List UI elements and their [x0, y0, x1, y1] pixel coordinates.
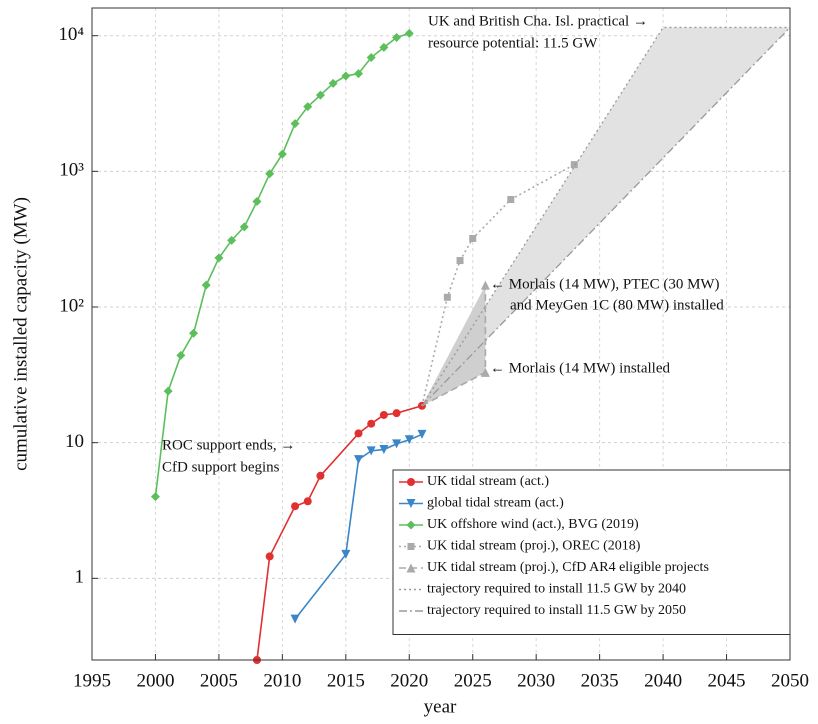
annotation: ← Morlais (14 MW) installed [490, 360, 670, 376]
annotation: and MeyGen 1C (80 MW) installed [510, 297, 724, 313]
x-tick-label: 2000 [136, 670, 174, 691]
data-point [291, 502, 300, 511]
data-point [367, 419, 376, 428]
data-point [392, 439, 402, 449]
legend-label: UK tidal stream (proj.), OREC (2018) [427, 539, 641, 554]
x-tick-label: 2005 [200, 670, 238, 691]
legend-marker [406, 563, 416, 573]
data-point [163, 386, 173, 396]
data-point [316, 471, 325, 480]
data-point [315, 90, 325, 100]
data-point [392, 32, 402, 42]
data-point [469, 234, 477, 242]
data-point [379, 42, 389, 52]
y-axis-label: cumulative installed capacity (MW) [10, 197, 31, 471]
legend-label: UK tidal stream (act.) [427, 474, 549, 489]
data-point [507, 196, 515, 204]
x-tick-label: 2015 [327, 670, 365, 691]
annotation: ROC support ends, → [162, 437, 295, 453]
legend-marker [406, 499, 416, 508]
y-tick-label: 10² [59, 295, 84, 316]
data-point [366, 53, 376, 63]
data-point [366, 446, 376, 456]
data-point [379, 445, 389, 455]
data-point [150, 492, 160, 502]
y-tick-label: 1 [75, 567, 85, 588]
x-tick-label: 2035 [581, 670, 619, 691]
annotation: ← Morlais (14 MW), PTEC (30 MW) [490, 276, 720, 292]
legend-label: global tidal stream (act.) [427, 496, 564, 511]
data-point [265, 552, 274, 561]
data-point [277, 149, 287, 159]
data-point [227, 235, 237, 245]
data-point [328, 78, 338, 88]
data-point [570, 161, 578, 169]
plot-frame [91, 7, 791, 661]
legend-marker [407, 543, 415, 550]
data-point [341, 549, 351, 559]
legend-label: trajectory required to install 11.5 GW b… [427, 603, 686, 618]
data-point [239, 222, 249, 232]
x-tick-label: 2025 [454, 670, 492, 691]
x-tick-label: 2030 [517, 670, 555, 691]
legend-label: UK offshore wind (act.), BVG (2019) [427, 517, 639, 532]
annotation: CfD support begins [162, 459, 280, 475]
y-tick-label: 10³ [59, 160, 84, 181]
data-point [341, 71, 351, 81]
y-tick-label: 10 [65, 431, 84, 452]
series-line [256, 405, 423, 661]
data-point [456, 257, 464, 265]
data-point [290, 614, 300, 624]
x-tick-label: 2040 [644, 670, 682, 691]
x-tick-label: 2010 [263, 670, 301, 691]
x-tick-label: 1995 [73, 670, 111, 691]
data-point [354, 455, 364, 465]
data-point [201, 280, 211, 290]
x-tick-label: 2020 [390, 670, 428, 691]
data-point [290, 119, 300, 129]
data-point [379, 410, 388, 419]
series-line [421, 27, 791, 407]
x-tick-label: 2050 [771, 670, 809, 691]
data-point [480, 367, 490, 377]
data-point [443, 293, 451, 301]
data-point [354, 69, 364, 79]
legend-marker [407, 478, 415, 486]
data-point [176, 350, 186, 360]
data-point [392, 409, 401, 418]
data-point [404, 28, 414, 38]
data-point [189, 328, 199, 338]
series-line [294, 433, 423, 620]
legend-label: trajectory required to install 11.5 GW b… [427, 582, 686, 597]
data-point [404, 435, 414, 445]
data-point [480, 280, 490, 290]
x-axis-label: year [424, 696, 457, 717]
annotation: UK and British Cha. Isl. practical → [428, 13, 648, 29]
data-point [214, 253, 224, 263]
annotation: resource potential: 11.5 GW [428, 35, 598, 51]
y-tick-label: 10⁴ [58, 24, 84, 45]
legend-marker [406, 520, 416, 530]
cfd-band [421, 285, 486, 406]
legend-label: UK tidal stream (proj.), CfD AR4 eligibl… [427, 560, 709, 575]
x-tick-label: 2045 [708, 670, 746, 691]
data-point [303, 497, 312, 506]
data-point [417, 429, 427, 439]
data-point [354, 429, 363, 438]
data-point [265, 169, 275, 179]
data-point [252, 196, 262, 206]
legend-box [392, 469, 791, 635]
data-point [303, 102, 313, 112]
